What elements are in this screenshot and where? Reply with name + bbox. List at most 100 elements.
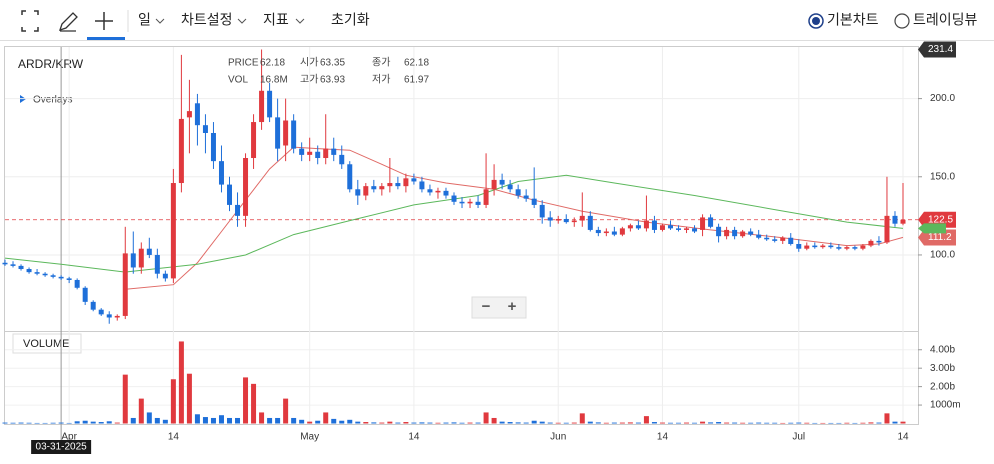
volume-bar (138, 398, 144, 424)
candle-body (804, 245, 810, 249)
candle-body (371, 186, 377, 190)
overlays-label[interactable]: Overlays (33, 95, 72, 106)
volume-bar (684, 422, 690, 424)
candle-body (764, 237, 770, 240)
volume-bar (403, 422, 409, 424)
volume-bar (122, 374, 128, 424)
volume-bar (836, 422, 842, 424)
candle-body (579, 215, 585, 221)
volume-bar (323, 412, 329, 424)
volume-bar (563, 422, 569, 424)
candle-body (235, 204, 241, 216)
candle-body (170, 183, 176, 279)
volume-bar (499, 421, 505, 424)
radio[interactable] (894, 13, 910, 29)
volume-bar (812, 422, 818, 424)
candle-body (603, 231, 609, 234)
candle-body (395, 183, 401, 187)
volume-bar (194, 414, 200, 424)
volume-bar (315, 420, 321, 424)
volume-bar (788, 422, 794, 424)
moving-average (4, 174, 904, 273)
y-tick-label: 150.0 (930, 171, 955, 182)
info-value: 63.35 (320, 58, 345, 69)
volume-bar (106, 421, 112, 424)
chart-settings-button[interactable]: 차트설정 (181, 12, 233, 28)
candle-body (523, 195, 529, 199)
fullscreen-icon[interactable] (21, 10, 39, 32)
volume-bar (243, 377, 249, 424)
candle-body (563, 218, 569, 223)
selected-indicator (87, 37, 125, 40)
volume-bar (667, 422, 673, 424)
candle-body (267, 90, 273, 118)
candle-body (716, 226, 722, 237)
candle-body (499, 179, 505, 185)
candle-body (419, 181, 425, 190)
info-label: 저가 (372, 74, 390, 86)
candle-body (820, 245, 826, 248)
candle-body (515, 189, 521, 196)
volume-tick-label: 4.00b (930, 344, 955, 355)
volume-bar (756, 422, 762, 424)
volume-bar (26, 422, 32, 424)
candle-body (892, 215, 898, 224)
volume-bar (130, 417, 136, 424)
volume-bar (58, 422, 64, 424)
candle-body (796, 244, 802, 249)
volume-bar (186, 373, 192, 424)
period-button[interactable]: 일 (138, 12, 151, 28)
candle-body (379, 186, 385, 190)
volume-bar (90, 421, 96, 424)
candle-body (363, 186, 369, 196)
reset-button[interactable]: 초기화 (331, 12, 370, 28)
candle-body (403, 178, 409, 187)
ma-badge-label: 111.2 (928, 232, 952, 243)
indicator-button[interactable]: 지표 (263, 12, 289, 28)
candle-body (98, 309, 104, 315)
chevron (295, 18, 305, 24)
volume-bar (387, 421, 393, 424)
candle-body (724, 229, 730, 237)
draw-icon[interactable] (58, 12, 78, 32)
volume-bar (283, 398, 289, 424)
volume-bar (876, 422, 882, 424)
volume-bar (772, 422, 778, 424)
volume-bar (732, 422, 738, 424)
info-label: 고가 (300, 74, 318, 86)
candle-body (812, 245, 818, 248)
candle-body (876, 240, 882, 243)
volume-bar (676, 422, 681, 424)
info-label: VOL (228, 75, 248, 86)
candle-body (178, 118, 184, 184)
crosshair-date-box (31, 440, 92, 454)
crosshair-date: 03-31-2025 (36, 442, 88, 453)
radio-dot (812, 17, 820, 25)
volume-bar (539, 421, 545, 424)
zoom-out[interactable]: − (482, 298, 491, 315)
tradingview-option[interactable]: 트레이딩뷰 (913, 12, 978, 28)
candle-body (828, 245, 834, 248)
volume-bar (804, 422, 810, 424)
volume-bar (10, 422, 16, 424)
volume-bar (643, 416, 649, 424)
volume-bar (146, 412, 152, 424)
info-value: 16.8M (260, 75, 288, 86)
candle-body (708, 217, 714, 227)
candle-body (844, 247, 850, 249)
volume-bar (884, 413, 890, 424)
candle-body (836, 247, 842, 249)
candle-body (210, 132, 216, 162)
zoom-in[interactable]: + (508, 298, 517, 315)
crosshair-icon[interactable] (95, 12, 113, 30)
volume-bar (395, 422, 401, 424)
volume-bar (178, 341, 184, 424)
volume-bar (170, 379, 176, 424)
volume-bar (507, 422, 513, 424)
candle-body (635, 225, 641, 229)
radio-selected[interactable] (808, 13, 824, 29)
candle-body (307, 151, 313, 155)
basic-chart-option[interactable]: 기본차트 (827, 12, 879, 28)
